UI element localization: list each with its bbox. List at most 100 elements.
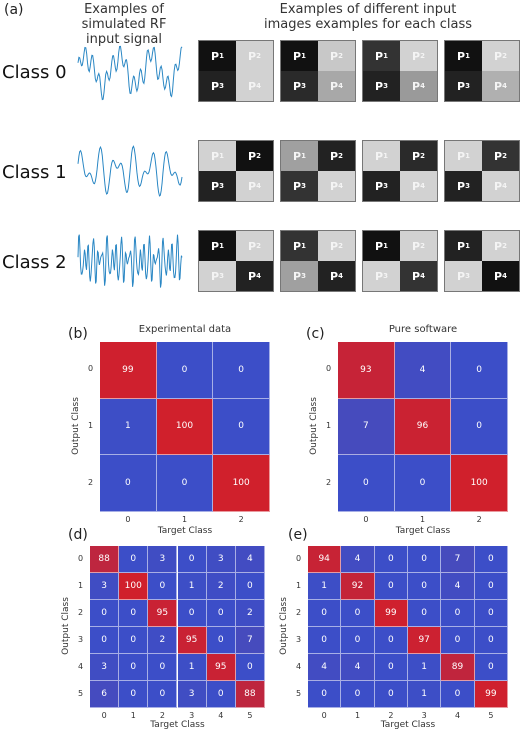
y-tick-label: 4 bbox=[78, 661, 84, 671]
x-axis-title: Target Class bbox=[157, 526, 213, 536]
x-tick-label: 5 bbox=[247, 711, 253, 720]
matrix-cell: 0 bbox=[474, 600, 508, 627]
x-tick-label: 0 bbox=[363, 515, 369, 524]
matrix-cell: 1 bbox=[177, 573, 207, 600]
matrix-cell: 97 bbox=[408, 627, 442, 654]
x-tick-label: 3 bbox=[421, 711, 427, 720]
matrix-cell: 0 bbox=[441, 681, 475, 708]
class-label: Class 0 bbox=[2, 62, 67, 83]
matrix-cell: 0 bbox=[119, 546, 149, 573]
y-tick-label: 2 bbox=[296, 607, 302, 617]
x-axis-title: Target Class bbox=[150, 720, 205, 730]
x-tick-label: 5 bbox=[488, 711, 494, 720]
matrix-cell: 7 bbox=[441, 546, 475, 573]
y-tick-label: 2 bbox=[88, 477, 94, 487]
matrix-cell: 0 bbox=[148, 654, 178, 681]
matrix-cell: 88 bbox=[90, 546, 120, 573]
matrix-cell: 1 bbox=[408, 681, 442, 708]
matrix-cell: 0 bbox=[119, 681, 149, 708]
matrix-cell: 0 bbox=[374, 627, 408, 654]
y-tick-label: 2 bbox=[326, 477, 332, 487]
matrix-cell: 0 bbox=[341, 600, 375, 627]
x-tick-label: 0 bbox=[125, 515, 131, 524]
matrix-cell: 4 bbox=[308, 654, 342, 681]
matrix-title: Pure software bbox=[388, 324, 458, 335]
y-axis-title: Output Class bbox=[71, 397, 81, 455]
matrix-cell: 0 bbox=[206, 627, 236, 654]
matrix-cell: 0 bbox=[213, 398, 270, 456]
matrix-cell: 0 bbox=[451, 398, 508, 456]
matrix-cell: 0 bbox=[177, 546, 207, 573]
matrix-title: Experimental data bbox=[138, 324, 232, 335]
signal-line bbox=[77, 234, 183, 288]
matrix-cell: 4 bbox=[341, 654, 375, 681]
rf-signal-waveform bbox=[77, 45, 183, 101]
matrix-cell: 0 bbox=[119, 654, 149, 681]
matrix-cell: 94 bbox=[308, 546, 342, 573]
matrix-cell: 0 bbox=[474, 573, 508, 600]
matrix-cell: 0 bbox=[374, 654, 408, 681]
y-tick-label: 1 bbox=[296, 580, 302, 590]
matrix-cell: 0 bbox=[308, 600, 342, 627]
matrix-cell: 1 bbox=[177, 654, 207, 681]
matrix-cell: 0 bbox=[156, 342, 214, 399]
matrix-cell: 99 bbox=[374, 600, 408, 627]
matrix-cell: 100 bbox=[119, 573, 149, 600]
matrix-cell: 88 bbox=[235, 681, 265, 708]
matrix-cell: 0 bbox=[90, 600, 120, 627]
matrix-cell: 95 bbox=[206, 654, 236, 681]
matrix-cell: 4 bbox=[441, 573, 475, 600]
x-tick-label: 2 bbox=[476, 515, 482, 524]
matrix-cell: 2 bbox=[206, 573, 236, 600]
matrix-cell: 0 bbox=[119, 600, 149, 627]
matrix-cell: 0 bbox=[213, 342, 270, 399]
matrix-cell: 0 bbox=[451, 342, 508, 399]
rf-signal-waveform bbox=[77, 145, 183, 197]
matrix-cell: 99 bbox=[474, 681, 508, 708]
y-axis-title: Output Class bbox=[309, 397, 319, 455]
matrix-cell: 0 bbox=[119, 627, 149, 654]
matrix-cell: 100 bbox=[451, 455, 508, 512]
class-label: Class 1 bbox=[2, 162, 67, 183]
matrix-cell: 0 bbox=[374, 681, 408, 708]
matrix-cell: 0 bbox=[374, 546, 408, 573]
matrix-cell: 0 bbox=[341, 627, 375, 654]
matrix-cell: 0 bbox=[206, 600, 236, 627]
matrix-cell: 1 bbox=[308, 573, 342, 600]
x-axis-title: Target Class bbox=[395, 526, 451, 536]
matrix-cell: 0 bbox=[474, 627, 508, 654]
matrix-cell: 0 bbox=[148, 681, 178, 708]
matrix-cell: 0 bbox=[177, 600, 207, 627]
